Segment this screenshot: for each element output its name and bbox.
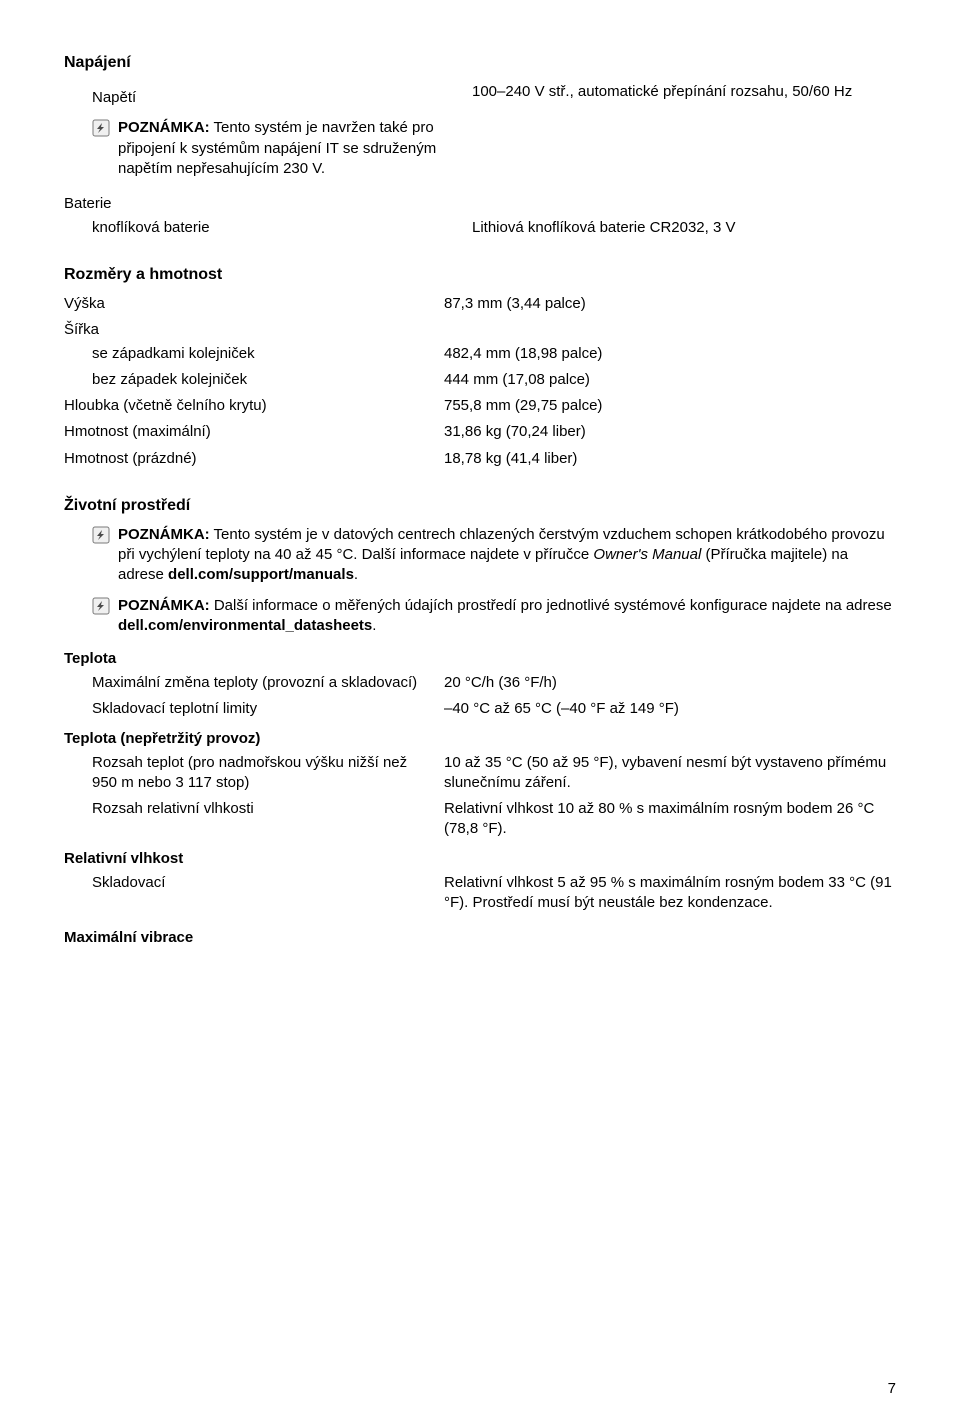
depth-label: Hloubka (včetně čelního krytu): [64, 396, 444, 416]
storage-limits-value: –40 °C až 65 °C (–40 °F až 149 °F): [444, 699, 896, 719]
env-note1-prefix: POZNÁMKA:: [118, 526, 210, 543]
env-note-1-text: POZNÁMKA: Tento systém je v datových cen…: [118, 525, 896, 586]
env-heading: Životní prostředí: [64, 497, 896, 515]
depth-value: 755,8 mm (29,75 palce): [444, 396, 896, 416]
row-range: Rozsah teplot (pro nadmořskou výšku nižš…: [64, 753, 896, 794]
temp-label: Teplota: [64, 650, 896, 667]
voltage-label: Napětí: [92, 88, 456, 108]
dims-heading: Rozměry a hmotnost: [64, 266, 896, 284]
width-label: Šířka: [64, 321, 896, 338]
temp-cont-label: Teplota (nepřetržitý provoz): [64, 730, 896, 747]
env-note1-bold-tail: dell.com/support/manuals: [168, 566, 354, 583]
row-wempty: Hmotnost (prázdné) 18,78 kg (41,4 liber): [64, 449, 896, 469]
rh-range-value: Relativní vlhkost 10 až 80 % s maximální…: [444, 799, 896, 840]
power-heading: Napájení: [64, 54, 896, 72]
range-value: 10 až 35 °C (50 až 95 °F), vybavení nesm…: [444, 753, 896, 794]
row-grad: Maximální změna teploty (provozní a skla…: [64, 673, 896, 693]
battery-label: Baterie: [64, 195, 896, 212]
env-note2-prefix: POZNÁMKA:: [118, 597, 210, 614]
env-note1-italic: Owner's Manual: [593, 546, 701, 563]
coin-label: knoflíková baterie: [92, 218, 472, 238]
note-icon: [92, 119, 110, 137]
row-coin: knoflíková baterie Lithiová knoflíková b…: [64, 218, 896, 238]
env-note-1: POZNÁMKA: Tento systém je v datových cen…: [92, 525, 896, 586]
voltage-value: 100–240 V stř., automatické přepínání ro…: [472, 82, 896, 102]
power-note-text: POZNÁMKA: Tento systém je navržen také p…: [118, 118, 456, 179]
page-number: 7: [888, 1380, 896, 1397]
env-note-2-text: POZNÁMKA: Další informace o měřených úda…: [118, 596, 896, 637]
row-storage-limits: Skladovací teplotní limity –40 °C až 65 …: [64, 699, 896, 719]
row-width-with: se západkami kolejniček 482,4 mm (18,98 …: [64, 344, 896, 364]
row-width-without: bez západek kolejniček 444 mm (17,08 pal…: [64, 370, 896, 390]
rh-store-label: Skladovací: [92, 873, 444, 893]
row-rh-range: Rozsah relativní vlhkosti Relativní vlhk…: [64, 799, 896, 840]
row-voltage: Napětí POZNÁMKA: Tento systém je navržen…: [64, 82, 896, 189]
height-value: 87,3 mm (3,44 palce): [444, 294, 896, 314]
row-depth: Hloubka (včetně čelního krytu) 755,8 mm …: [64, 396, 896, 416]
height-label: Výška: [64, 294, 444, 314]
env-note1-period: .: [354, 566, 358, 583]
wempty-value: 18,78 kg (41,4 liber): [444, 449, 896, 469]
rh-store-value: Relativní vlhkost 5 až 95 % s maximálním…: [444, 873, 896, 914]
without-value: 444 mm (17,08 palce): [444, 370, 896, 390]
grad-value: 20 °C/h (36 °F/h): [444, 673, 896, 693]
env-note-2: POZNÁMKA: Další informace o měřených úda…: [92, 596, 896, 637]
voltage-left: Napětí POZNÁMKA: Tento systém je navržen…: [92, 82, 472, 189]
env-note2-bold-tail: dell.com/environmental_datasheets: [118, 617, 372, 634]
with-label: se západkami kolejniček: [92, 344, 444, 364]
page: Napájení Napětí POZNÁMKA: Tento systém j…: [0, 0, 960, 1421]
note-icon: [92, 526, 110, 544]
env-note2-period: .: [372, 617, 376, 634]
note-icon: [92, 597, 110, 615]
power-note-prefix: POZNÁMKA:: [118, 119, 210, 136]
row-wmax: Hmotnost (maximální) 31,86 kg (70,24 lib…: [64, 422, 896, 442]
vib-label: Maximální vibrace: [64, 929, 896, 946]
wempty-label: Hmotnost (prázdné): [64, 449, 444, 469]
power-note: POZNÁMKA: Tento systém je navržen také p…: [92, 118, 456, 179]
grad-label: Maximální změna teploty (provozní a skla…: [92, 673, 444, 693]
row-height: Výška 87,3 mm (3,44 palce): [64, 294, 896, 314]
range-label: Rozsah teplot (pro nadmořskou výšku nižš…: [92, 753, 444, 794]
coin-value: Lithiová knoflíková baterie CR2032, 3 V: [472, 218, 896, 238]
with-value: 482,4 mm (18,98 palce): [444, 344, 896, 364]
rh-range-label: Rozsah relativní vlhkosti: [92, 799, 444, 819]
env-note2-body-a: Další informace o měřených údajích prost…: [210, 597, 892, 614]
storage-limits-label: Skladovací teplotní limity: [92, 699, 444, 719]
row-rh-store: Skladovací Relativní vlhkost 5 až 95 % s…: [64, 873, 896, 914]
wmax-label: Hmotnost (maximální): [64, 422, 444, 442]
without-label: bez západek kolejniček: [92, 370, 444, 390]
rh-label: Relativní vlhkost: [64, 850, 896, 867]
wmax-value: 31,86 kg (70,24 liber): [444, 422, 896, 442]
